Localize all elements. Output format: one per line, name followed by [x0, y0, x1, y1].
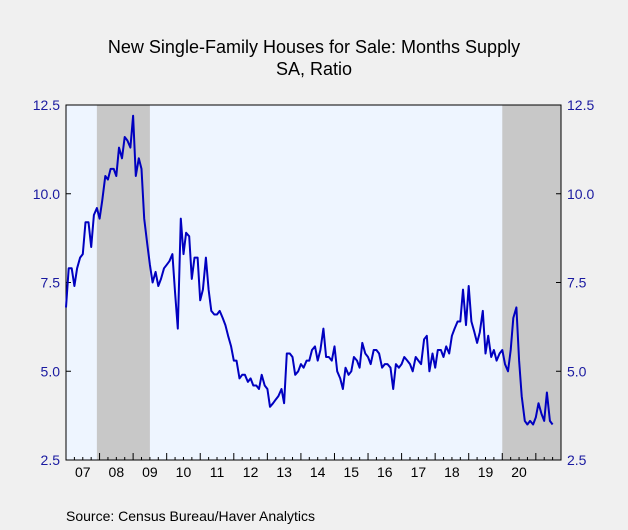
x-tick-label: 17 [411, 464, 427, 480]
y-tick-label-left: 12.5 [33, 97, 60, 113]
chart-title: New Single-Family Houses for Sale: Month… [107, 37, 521, 57]
chart-subtitle: SA, Ratio [275, 59, 353, 79]
recession-band-0 [96, 105, 150, 460]
y-tick-label-left: 7.5 [41, 275, 61, 291]
series-line [65, 114, 554, 426]
x-tick-label: 15 [343, 464, 359, 480]
y-tick-label-left: 10.0 [33, 186, 60, 202]
x-tick-label: 10 [176, 464, 192, 480]
x-tick-label: 16 [377, 464, 393, 480]
x-tick-label: 12 [243, 464, 259, 480]
x-tick-label: 09 [142, 464, 158, 480]
y-tick-label-right: 7.5 [567, 275, 587, 291]
x-tick-label: 19 [478, 464, 494, 480]
y-tick-label-right: 12.5 [567, 97, 594, 113]
y-tick-label-left: 5.0 [41, 363, 61, 379]
x-tick-label: 08 [109, 464, 125, 480]
x-tick-label: 11 [210, 464, 225, 480]
x-tick-label: 14 [310, 464, 326, 480]
x-tick-label: 07 [75, 464, 91, 480]
y-tick-label-left: 2.5 [41, 452, 61, 468]
x-tick-label: 13 [276, 464, 292, 480]
x-tick-label: 18 [444, 464, 460, 480]
x-tick-label: 20 [511, 464, 527, 480]
recession-band-1 [502, 105, 561, 460]
y-tick-label-right: 5.0 [567, 363, 587, 379]
y-tick-label-right: 2.5 [567, 452, 587, 468]
source-note: Source: Census Bureau/Haver Analytics [66, 508, 316, 524]
y-tick-label-right: 10.0 [567, 186, 594, 202]
